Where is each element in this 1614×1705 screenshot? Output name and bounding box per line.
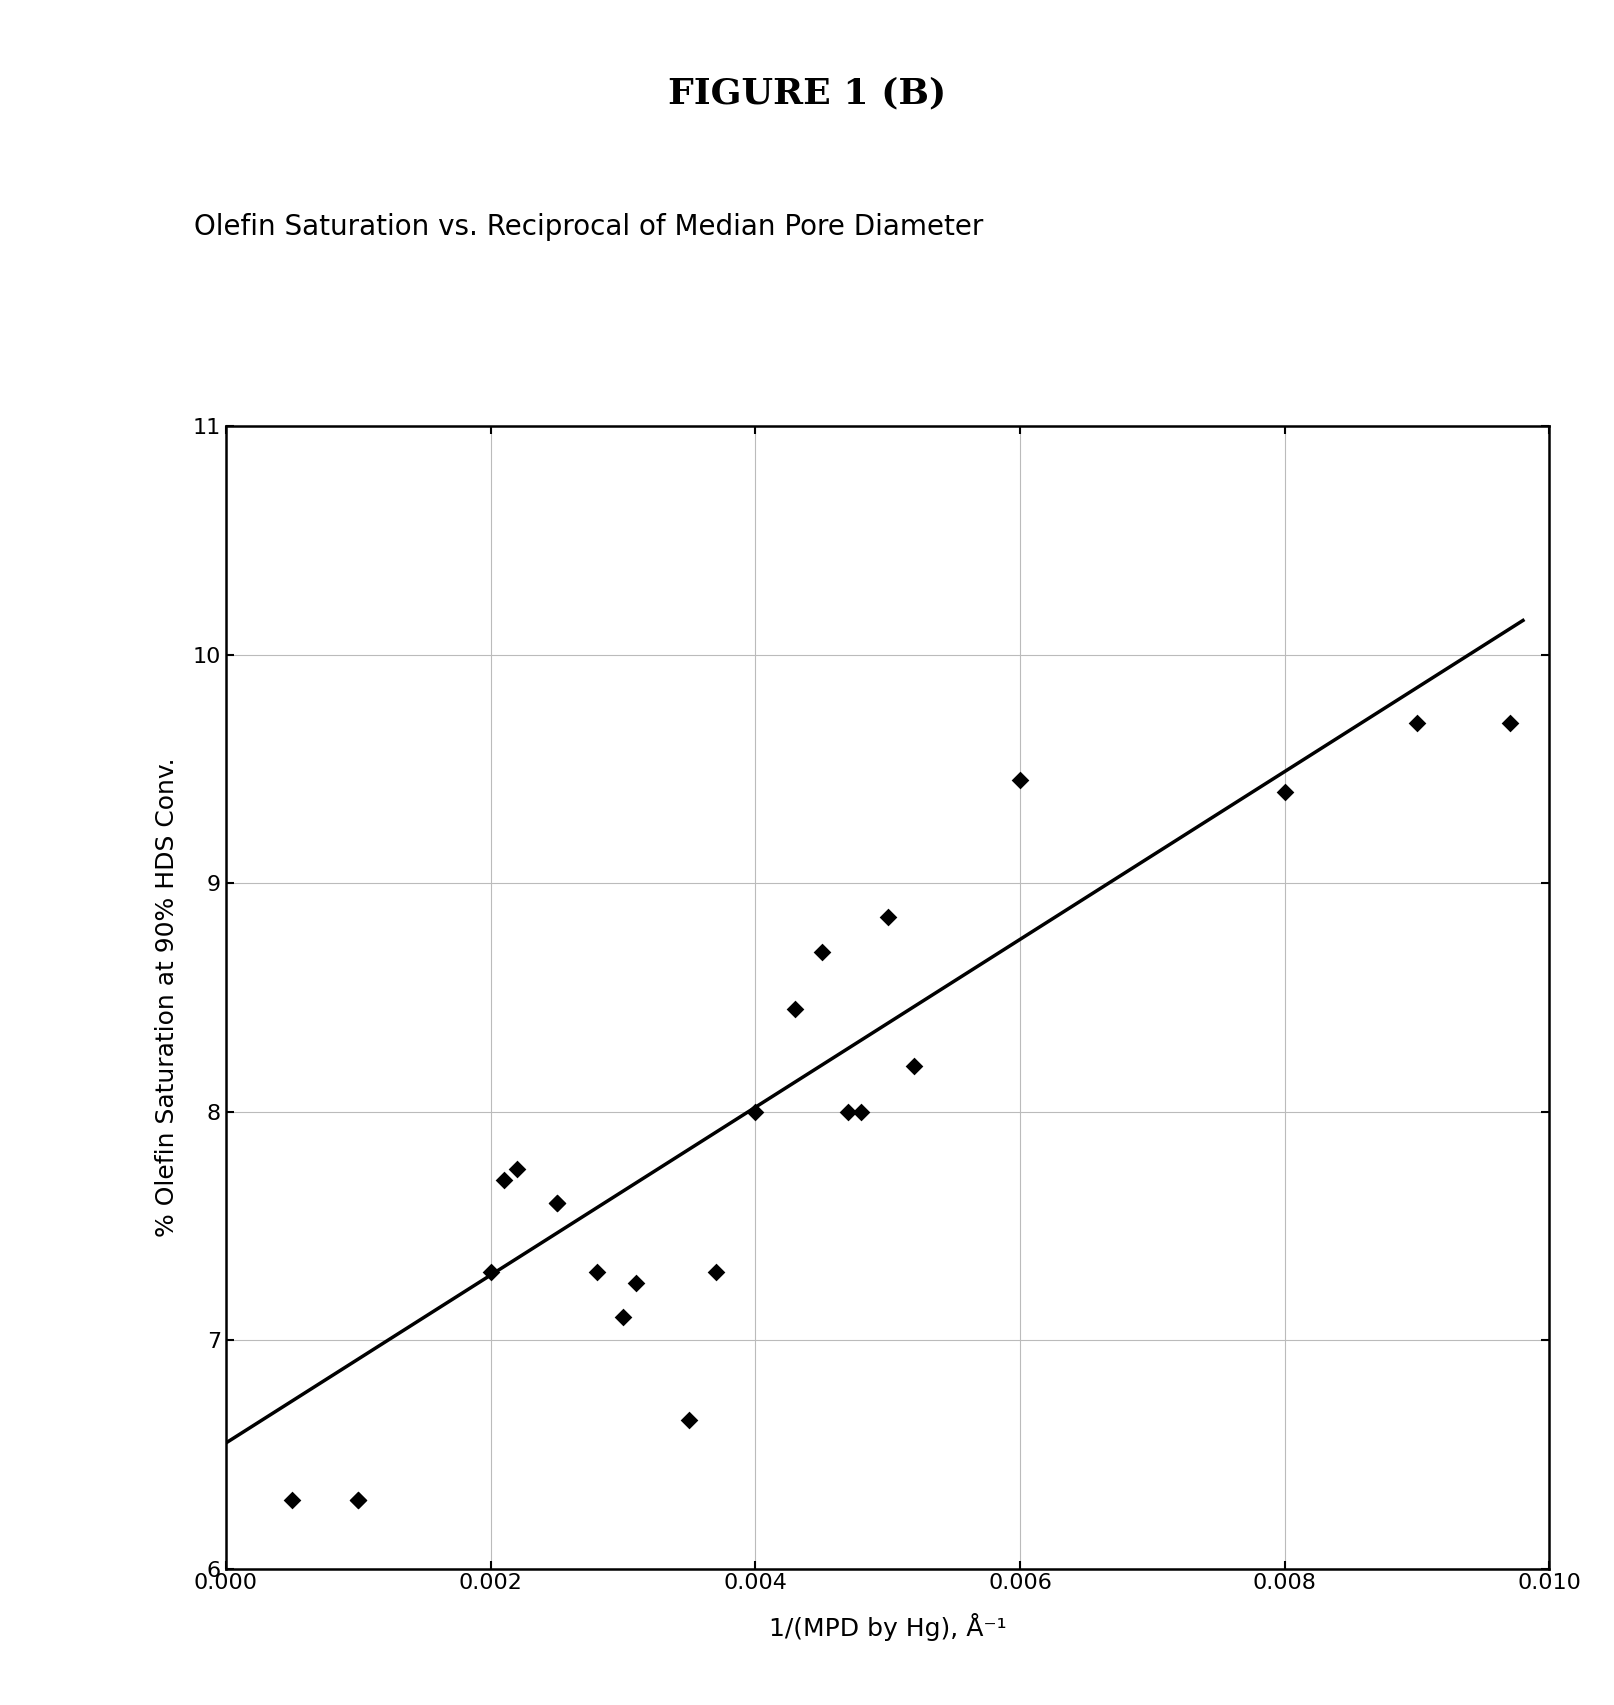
Point <box>544 1190 570 1217</box>
Point <box>345 1487 371 1514</box>
Point <box>345 1487 371 1514</box>
Point <box>1404 709 1430 737</box>
Point <box>702 1258 728 1286</box>
Point <box>544 1190 570 1217</box>
Point <box>1007 767 1033 795</box>
Point <box>849 1098 875 1125</box>
Point <box>809 938 834 965</box>
Point <box>279 1487 305 1514</box>
Text: Olefin Saturation vs. Reciprocal of Median Pore Diameter: Olefin Saturation vs. Reciprocal of Medi… <box>194 213 983 240</box>
Point <box>834 1098 860 1125</box>
Point <box>783 996 809 1023</box>
Point <box>875 904 901 931</box>
Point <box>1272 777 1298 805</box>
Text: FIGURE 1 (B): FIGURE 1 (B) <box>668 77 946 111</box>
Point <box>1496 709 1522 737</box>
Point <box>901 1052 926 1079</box>
X-axis label: 1/(MPD by Hg), Å⁻¹: 1/(MPD by Hg), Å⁻¹ <box>768 1613 1007 1640</box>
Y-axis label: % Olefin Saturation at 90% HDS Conv.: % Olefin Saturation at 90% HDS Conv. <box>155 757 179 1238</box>
Point <box>478 1258 504 1286</box>
Point <box>676 1407 702 1434</box>
Point <box>491 1166 516 1193</box>
Point <box>610 1304 636 1332</box>
Point <box>504 1156 529 1183</box>
Point <box>623 1269 649 1298</box>
Point <box>584 1258 610 1286</box>
Point <box>742 1098 768 1125</box>
